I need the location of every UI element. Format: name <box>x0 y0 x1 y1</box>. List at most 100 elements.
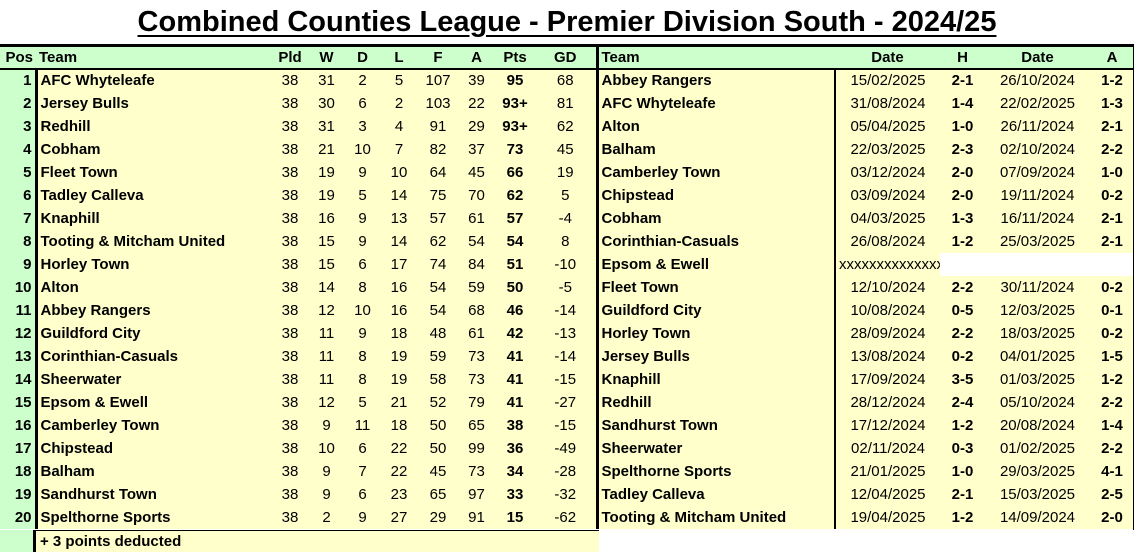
home-score-cell: 2-4 <box>951 393 974 411</box>
played-cell: 38 <box>281 347 299 365</box>
header-l: L <box>394 48 404 66</box>
opponent-cell: Jersey Bulls <box>595 344 835 368</box>
won-cell: 21 <box>318 140 335 158</box>
team-cell: Fleet Town <box>40 163 118 181</box>
away-date-cell: 18/03/2025 <box>999 324 1076 342</box>
away-score-cell: 4-1 <box>1101 462 1123 480</box>
team-cell: Guildford City <box>40 324 141 342</box>
won-cell: 11 <box>318 324 335 342</box>
home-score-cell: 1-2 <box>951 416 974 434</box>
for-cell: 107 <box>425 72 451 89</box>
opponent-cell: Abbey Rangers <box>595 68 835 92</box>
home-score-cell: 1-2 <box>951 232 974 250</box>
goal-diff-cell: 68 <box>556 72 574 89</box>
for-cell: 103 <box>425 94 451 112</box>
away-date-cell: 04/01/2025 <box>999 347 1076 365</box>
team-cell: Sheerwater <box>40 370 122 388</box>
away-score-cell: 1-0 <box>1101 163 1123 181</box>
points-cell: 93+ <box>502 117 528 135</box>
away-date-cell: 01/02/2025 <box>999 439 1076 457</box>
won-cell: 11 <box>318 347 335 365</box>
team-cell: AFC Whyteleafe <box>40 72 155 89</box>
table-row: 11 Abbey Rangers 38 12 10 16 54 68 46 -14 Guildfor… <box>0 298 1134 322</box>
away-score-cell: 1-4 <box>1101 416 1123 434</box>
home-date-cell: 28/12/2024 <box>834 390 940 414</box>
drawn-cell: 3 <box>358 117 367 135</box>
won-cell: 12 <box>318 301 335 319</box>
won-cell: 9 <box>322 462 331 480</box>
played-cell: 38 <box>281 324 299 342</box>
for-cell: 64 <box>429 163 447 181</box>
lost-cell: 14 <box>390 232 408 250</box>
opponent-cell: Sheerwater <box>595 436 835 460</box>
won-cell: 12 <box>318 393 335 411</box>
away-score-cell: 0-1 <box>1101 301 1123 319</box>
pos-cell: 6 <box>0 183 38 207</box>
for-cell: 45 <box>429 462 447 480</box>
results-header-team: Team <box>595 45 835 69</box>
away-score-cell: 2-2 <box>1101 439 1123 457</box>
team-cell: Cobham <box>40 140 101 158</box>
table-row: 3 Redhill 38 31 3 4 91 29 93+ 62 Alton 05/04/2025 1-… <box>0 114 1134 138</box>
opponent-cell: Epsom & Ewell <box>595 252 835 276</box>
table-row: 9 Horley Town 38 15 6 17 74 84 51 -10 Epsom & Ewel… <box>0 252 1134 276</box>
lost-cell: 16 <box>390 301 408 319</box>
home-date-cell: xxxxxxxxxxxxxxxxxxxxxxxxxxxxxxxxxxxxxxxx… <box>834 252 940 276</box>
header-team: Team <box>39 48 78 66</box>
home-score-cell: 0-3 <box>951 439 974 457</box>
against-cell: 61 <box>468 209 485 227</box>
home-score-cell: 2-3 <box>951 140 974 158</box>
played-cell: 38 <box>281 393 299 411</box>
played-cell: 38 <box>281 72 299 89</box>
table-row: 10 Alton 38 14 8 16 54 59 50 -5 Fleet Town 12/10/20… <box>0 275 1134 299</box>
opponent-cell: Spelthorne Sports <box>595 459 835 483</box>
for-cell: 54 <box>429 301 447 319</box>
header-w: W <box>319 48 334 66</box>
away-date-cell: 12/03/2025 <box>999 301 1076 319</box>
pos-cell: 8 <box>0 229 38 253</box>
drawn-cell: 7 <box>358 462 367 480</box>
home-date-cell: 31/08/2024 <box>834 91 940 115</box>
team-cell: Sandhurst Town <box>40 485 157 503</box>
played-cell: 38 <box>281 508 299 526</box>
team-cell: Tooting & Mitcham United <box>40 232 226 250</box>
header-pld: Pld <box>278 48 302 66</box>
away-score-cell: 1-5 <box>1101 347 1123 365</box>
header-pts: Pts <box>503 48 527 66</box>
away-date-cell: 07/09/2024 <box>999 163 1076 181</box>
won-cell: 19 <box>318 163 335 181</box>
home-date-cell: 26/08/2024 <box>834 229 940 253</box>
won-cell: 31 <box>318 72 335 89</box>
pos-cell: 15 <box>0 390 38 414</box>
for-cell: 54 <box>429 278 447 296</box>
points-cell: 57 <box>506 209 524 227</box>
won-cell: 9 <box>322 416 331 434</box>
drawn-cell: 5 <box>358 393 367 411</box>
opponent-cell: Balham <box>595 137 835 161</box>
drawn-cell: 5 <box>358 186 367 204</box>
away-date-cell: 14/09/2024 <box>999 508 1076 526</box>
lost-cell: 16 <box>390 278 408 296</box>
played-cell: 38 <box>281 462 299 480</box>
drawn-cell: 6 <box>358 485 367 503</box>
opponent-cell: Camberley Town <box>595 160 835 184</box>
home-score-cell: 0-2 <box>951 347 974 365</box>
table-row: 2 Jersey Bulls 38 30 6 2 103 22 93+ 81 AFC Whytele… <box>0 91 1134 115</box>
drawn-cell: 2 <box>358 72 367 89</box>
pos-cell: 9 <box>0 252 38 276</box>
pos-cell: 5 <box>0 160 38 184</box>
for-cell: 52 <box>429 393 447 411</box>
opponent-cell: Redhill <box>595 390 835 414</box>
against-cell: 54 <box>468 232 485 250</box>
goal-diff-cell: 19 <box>556 163 574 181</box>
opponent-cell: Tooting & Mitcham United <box>595 505 835 529</box>
lost-cell: 19 <box>390 370 408 388</box>
against-cell: 59 <box>468 278 485 296</box>
played-cell: 38 <box>281 209 299 227</box>
lost-cell: 10 <box>390 163 408 181</box>
opponent-cell: Fleet Town <box>595 275 835 299</box>
goal-diff-cell: -15 <box>554 416 577 434</box>
for-cell: 50 <box>429 416 447 434</box>
for-cell: 74 <box>429 255 447 273</box>
table-row: 1 AFC Whyteleafe 38 31 2 5 107 39 95 68 Abbey Rang… <box>0 68 1134 92</box>
